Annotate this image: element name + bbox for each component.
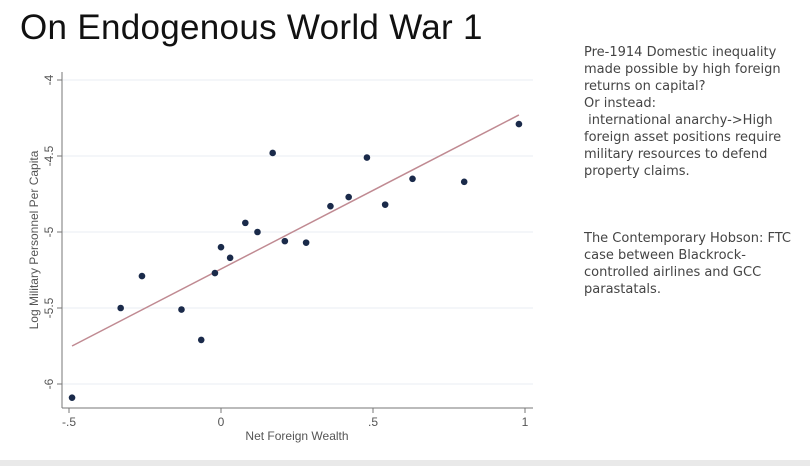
y-tick-label: -4.5 [42, 145, 56, 166]
x-axis-label: Net Foreign Wealth [245, 429, 348, 443]
data-point [327, 202, 334, 210]
data-point [254, 228, 261, 236]
note-or-instead: Or instead: [584, 96, 657, 111]
x-tick-label: .5 [368, 415, 378, 429]
fit-line [71, 114, 520, 347]
data-point [381, 201, 389, 208]
data-point [269, 149, 276, 157]
note-question: Pre-1914 Domestic inequality made possib… [584, 45, 785, 94]
data-point [302, 239, 310, 246]
data-point [138, 272, 146, 280]
data-point [226, 254, 234, 262]
data-point [460, 178, 468, 186]
data-point [117, 304, 124, 312]
x-tick-label: 0 [218, 415, 225, 429]
y-tick-label: -5 [42, 226, 56, 237]
bottom-bar [0, 460, 810, 466]
data-point [217, 243, 225, 251]
data-point [242, 219, 249, 227]
y-tick-label: -5.5 [42, 297, 56, 318]
data-point [363, 154, 371, 161]
data-point [515, 120, 523, 128]
data-point [68, 394, 76, 401]
note-anarchy: international anarchy->High foreign asse… [584, 113, 786, 179]
y-tick-label: -4 [42, 74, 56, 85]
data-point [197, 336, 205, 344]
slide-notes: Pre-1914 Domestic inequality made possib… [584, 44, 809, 298]
x-tick-label: -.5 [62, 415, 76, 429]
slide-title: On Endogenous World War 1 [20, 8, 483, 47]
data-point [281, 237, 289, 245]
data-point [211, 269, 219, 277]
y-tick-label: -6 [42, 378, 56, 389]
data-point [409, 175, 416, 183]
y-axis-label: Log Military Personnel Per Capita [27, 150, 41, 329]
note-hobson: The Contemporary Hobson: FTC case betwee… [584, 231, 796, 297]
data-point [178, 306, 185, 313]
x-tick-label: 1 [522, 415, 529, 429]
data-point [345, 193, 352, 201]
